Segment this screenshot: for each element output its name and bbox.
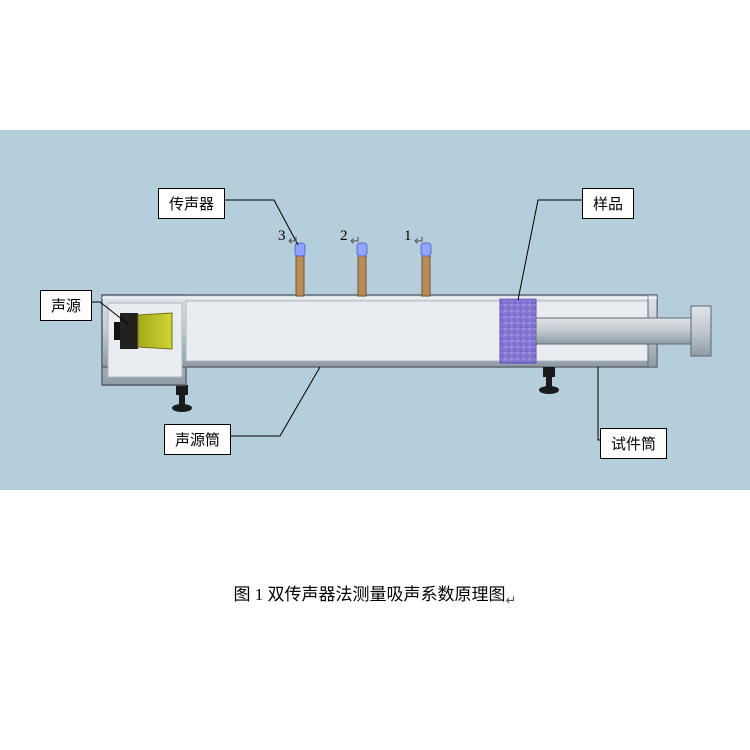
speaker-cone <box>138 313 172 349</box>
caption-pm: ↵ <box>506 592 517 607</box>
pm-2: ↵ <box>350 233 361 249</box>
figure-caption: 图 1 双传声器法测量吸声系数原理图↵ <box>0 580 750 608</box>
microphone-2 <box>357 243 367 296</box>
label-microphone: 传声器 <box>158 188 225 219</box>
mic-number-1: 1 <box>404 228 412 245</box>
pm-3: ↵ <box>288 233 299 249</box>
plunger-cap <box>691 306 711 356</box>
speaker-body <box>120 313 138 349</box>
diagram-canvas: 传声器 样品 声源 声源筒 试件筒 3 2 1 ↵ ↵ ↵ <box>0 130 750 490</box>
label-sample: 样品 <box>582 188 634 219</box>
caption-text: 图 1 双传声器法测量吸声系数原理图 <box>234 585 506 604</box>
microphone-3 <box>295 243 305 296</box>
label-source-tube: 声源筒 <box>164 424 231 455</box>
sample-block <box>500 299 536 363</box>
mic-number-2: 2 <box>340 228 348 245</box>
microphone-1 <box>421 243 431 296</box>
speaker-magnet <box>114 322 120 340</box>
pm-1: ↵ <box>414 233 425 249</box>
label-specimen-tube: 试件筒 <box>600 428 667 459</box>
mic-number-3: 3 <box>278 228 286 245</box>
plunger-rod <box>536 318 691 344</box>
label-sound-source: 声源 <box>40 290 92 321</box>
